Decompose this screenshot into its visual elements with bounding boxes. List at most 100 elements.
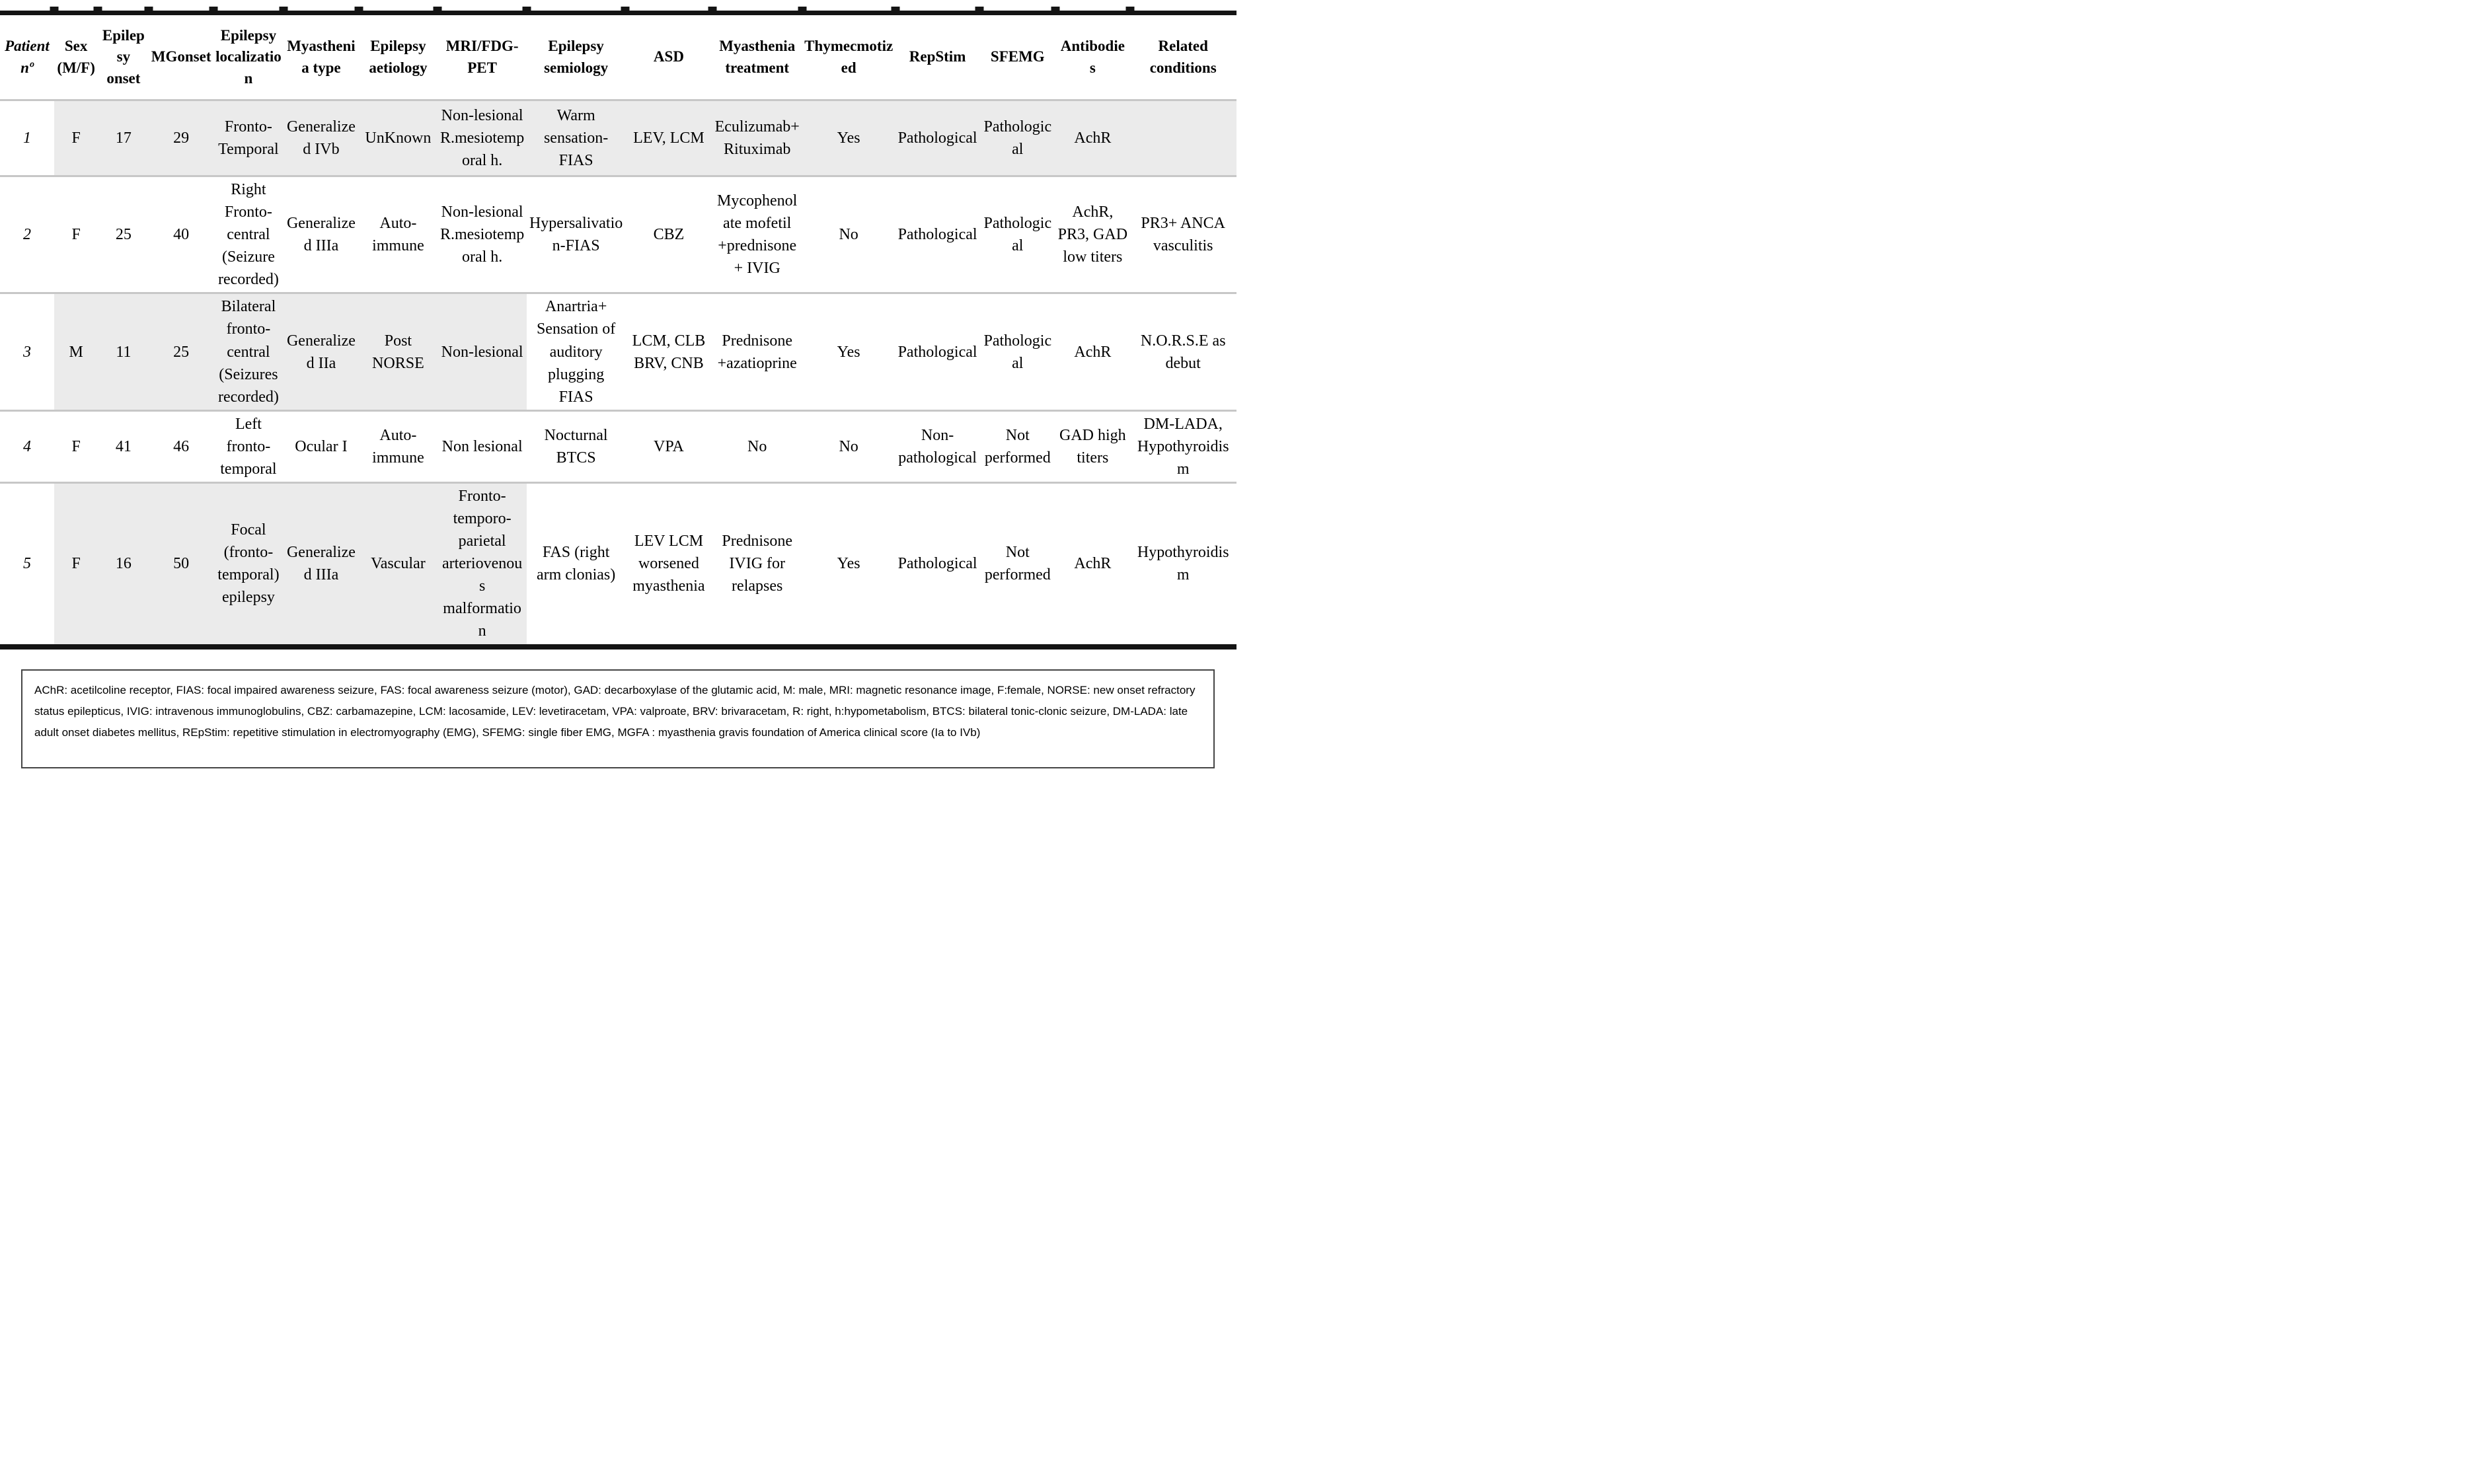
table-cell-epilepsy-localization: Fronto-Temporal [213, 100, 284, 177]
column-header-myasthenia-type: Myasthenia type [283, 13, 359, 101]
column-header-mg-onset: MGonset [149, 13, 213, 101]
table-cell-thymectomized: Yes [802, 293, 895, 412]
table-cell-sex: F [54, 482, 98, 647]
table-cell-antibodies: AchR [1074, 555, 1112, 573]
table-cell-mg-onset: 46 [149, 410, 213, 484]
column-tick [522, 7, 531, 11]
table-cell-epilepsy-semiology: Hypersalivation-FIAS [527, 176, 625, 295]
table-cell-mri-fdg-pet: Non-lesional R.mesiotemporal h. [437, 176, 527, 295]
table-cell-myasthenia-treatment: Prednisone IVIG for relapses [722, 533, 793, 595]
table-cell-sex: F [54, 100, 98, 177]
table-row-patient-4: 4 F 41 46 Left fronto-temporal Ocular I Auto-i… [0, 410, 1236, 484]
header-row: Patient nº Sex (M/F) Epilepsy onset MGonset… [0, 13, 1236, 101]
column-tick [1125, 7, 1135, 11]
table-cell-mri-fdg-pet: Non lesional [437, 410, 527, 484]
table-cell-antibodies: AchR [1055, 100, 1130, 177]
table-cell-epilepsy-localization: Focal (fronto-temporal) epilepsy [213, 482, 284, 647]
column-tick [279, 7, 288, 11]
table-cell-mri-fdg-pet: Non-lesional R.mesiotemporal h. [437, 100, 527, 177]
table-cell-related-conditions: Hypothyroidism [1137, 544, 1229, 584]
column-header-thymectomized: Thymecmotized [802, 13, 895, 101]
table-cell-myasthenia-type: Generalized IIIa [283, 176, 359, 295]
table-cell-antibodies: GAD high titers [1055, 410, 1130, 484]
table-cell-repstim: Pathological [895, 100, 980, 177]
table-cell-related-conditions: PR3+ ANCA vasculitis [1129, 176, 1236, 295]
column-header-sfemg: SFEMG [979, 13, 1056, 101]
table-cell-epilepsy-localization: Bilateral fronto-central (Seizures recor… [213, 293, 284, 412]
column-tick [433, 7, 442, 11]
table-cell-epilepsy-onset: 17 [98, 100, 149, 177]
table-cell-mg-onset: 29 [149, 100, 213, 177]
column-header-epilepsy-localization: Epilepsy localization [213, 13, 284, 101]
patient-number-cell: 5 [22, 555, 31, 573]
column-tick [975, 7, 984, 11]
table-cell-epilepsy-aetiology: Auto-immune [358, 410, 438, 484]
abbreviations-footnote: AChR: acetilcoline receptor, FIAS: focal… [34, 683, 1196, 739]
column-header-epilepsy-semiology: Epilepsy semiology [527, 13, 625, 101]
table-cell-asd: CBZ [625, 176, 712, 295]
column-header-asd: ASD [625, 13, 712, 101]
table-cell-sfemg: Pathological [979, 293, 1056, 412]
table-cell-epilepsy-onset: 16 [98, 482, 149, 647]
table-cell-repstim: Non-pathological [895, 410, 980, 484]
table-cell-related-conditions: DM-LADA, Hypothyroidism [1129, 410, 1236, 484]
table-cell-sfemg: Not performed [984, 544, 1051, 584]
column-tick [891, 7, 900, 11]
table-cell-epilepsy-semiology: FAS (right arm clonias) [536, 544, 616, 584]
table-cell-thymectomized: Yes [802, 100, 895, 177]
column-header-epilepsy-aetiology: Epilepsy aetiology [358, 13, 438, 101]
table-cell-myasthenia-treatment: Prednisone +azatioprine [712, 293, 802, 412]
patient-number-cell: 1 [0, 100, 54, 177]
table-cell-myasthenia-type: Generalized IIa [283, 293, 359, 412]
table-row-patient-2: 2 F 25 40 Right Fronto-central (Seizure reco… [0, 176, 1236, 295]
patients-table: Patient nº Sex (M/F) Epilepsy onset MGonset… [0, 11, 1236, 649]
column-tick [144, 7, 153, 11]
table-cell-antibodies: AchR, PR3, GAD low titers [1055, 176, 1130, 295]
table-cell-epilepsy-onset: 41 [98, 410, 149, 484]
table-cell-epilepsy-aetiology: Post NORSE [358, 293, 438, 412]
table-cell-mg-onset: 40 [149, 176, 213, 295]
table-cell-mg-onset: 50 [149, 482, 213, 647]
table-cell-thymectomized: No [802, 176, 895, 295]
table-cell-related-conditions: N.O.R.S.E as debut [1129, 293, 1236, 412]
table-cell-myasthenia-treatment: Eculizumab+ Rituximab [712, 100, 802, 177]
page: Patient nº Sex (M/F) Epilepsy onset MGonset… [0, 0, 1236, 768]
column-tick [50, 7, 59, 11]
table-cell-sfemg: Pathological [979, 176, 1056, 295]
table-cell-epilepsy-aetiology: UnKnown [358, 100, 438, 177]
column-tick [354, 7, 363, 11]
column-tick [708, 7, 717, 11]
table-cell-sex: M [54, 293, 98, 412]
table-cell-myasthenia-treatment: Mycophenolate mofetil +prednisone + IVIG [712, 176, 802, 295]
table-cell-epilepsy-localization: Right Fronto-central (Seizure recorded) [213, 176, 284, 295]
column-header-myasthenia-treatment: Myasthenia treatment [712, 13, 802, 101]
column-header-mri-fdg-pet: MRI/FDG-PET [437, 13, 527, 101]
column-header-sex: Sex (M/F) [54, 13, 98, 101]
table-cell-myasthenia-type: Ocular I [283, 410, 359, 484]
column-header-repstim: RepStim [895, 13, 980, 101]
table-cell-antibodies: AchR [1055, 293, 1130, 412]
table-row-patient-3: 3 M 11 25 Bilateral fronto-central (Seizures… [0, 293, 1236, 412]
column-tick [209, 7, 218, 11]
table-cell-epilepsy-localization: Left fronto-temporal [213, 410, 284, 484]
table-cell-asd: VPA [625, 410, 712, 484]
table-row-patient-1: 1 F 17 29 Fronto-Temporal Generalized IVb UnKn… [0, 100, 1236, 177]
table-cell-epilepsy-aetiology: Vascular [358, 482, 438, 647]
column-tick [798, 7, 807, 11]
table-cell-asd: LEV LCM worsened myasthenia [632, 533, 705, 595]
table-cell-repstim: Pathological [897, 555, 977, 573]
table-row-patient-5: 5 F 16 50 Focal (fronto-temporal) epilepsy Ge… [0, 482, 1236, 647]
table-cell-thymectomized: Yes [837, 555, 860, 573]
column-header-patient: Patient nº [0, 13, 54, 101]
table-cell-sfemg: Pathological [979, 100, 1056, 177]
table-cell-mg-onset: 25 [149, 293, 213, 412]
table-cell-asd: LEV, LCM [625, 100, 712, 177]
column-header-epilepsy-onset: Epilepsy onset [98, 13, 149, 101]
patient-number-cell: 2 [0, 176, 54, 295]
table-cell-epilepsy-semiology: Anartria+ Sensation of auditory plugging… [527, 293, 625, 412]
table-cell-repstim: Pathological [895, 293, 980, 412]
column-boundary-ticks [0, 7, 1236, 11]
column-header-antibodies: Antibodies [1055, 13, 1130, 101]
column-header-related-conditions: Related conditions [1129, 13, 1236, 101]
patient-number-cell: 3 [0, 293, 54, 412]
